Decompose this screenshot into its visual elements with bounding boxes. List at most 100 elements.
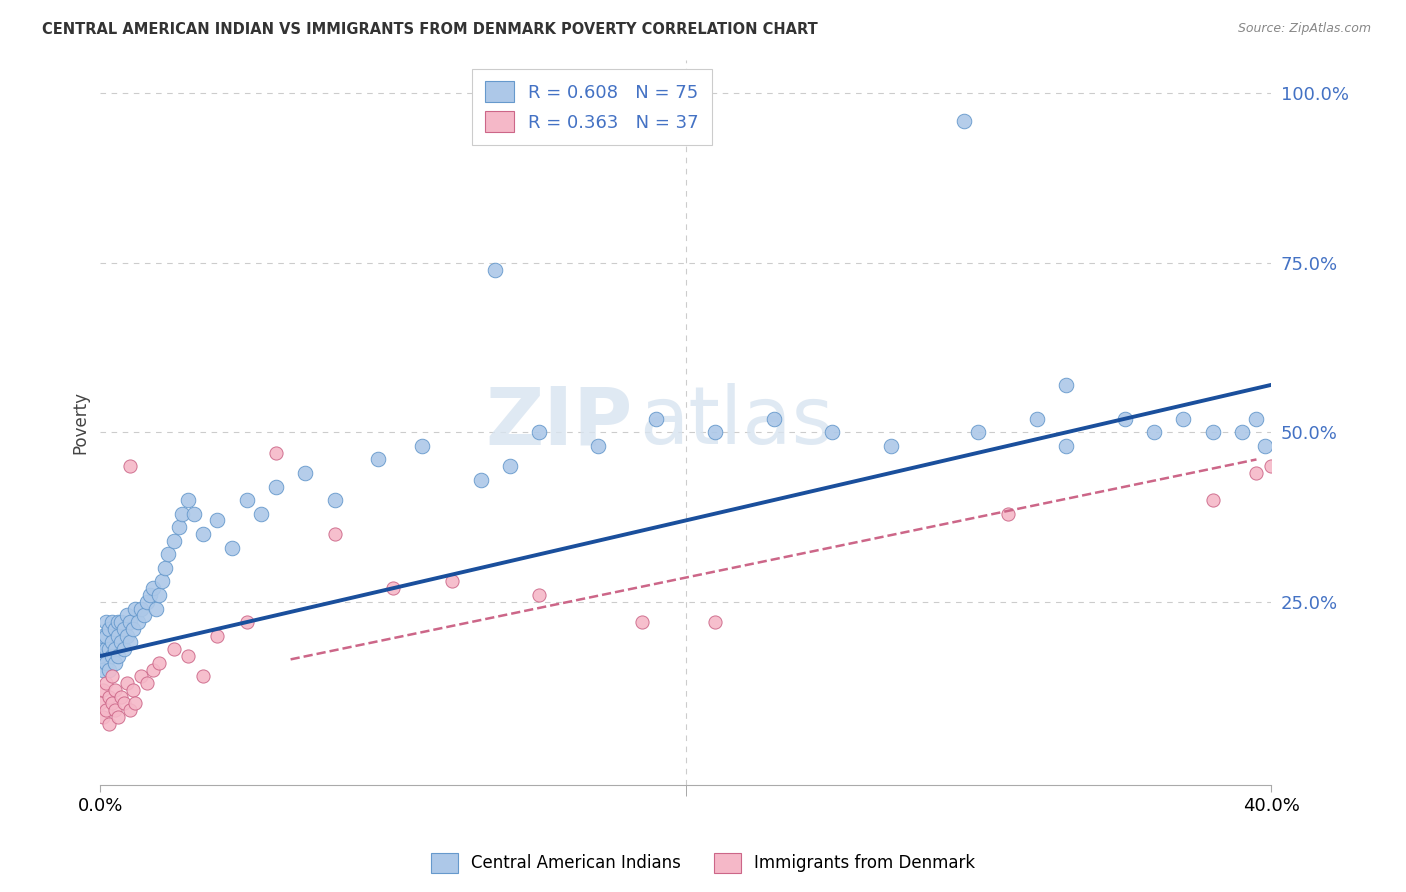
Point xyxy=(183,507,205,521)
Point xyxy=(107,629,129,643)
Point xyxy=(136,595,159,609)
Point xyxy=(952,113,974,128)
Point xyxy=(704,425,727,440)
Point xyxy=(112,642,135,657)
Point xyxy=(104,642,127,657)
Point xyxy=(96,703,118,717)
Point xyxy=(250,507,273,521)
Point xyxy=(191,527,214,541)
Point xyxy=(207,513,229,527)
Point xyxy=(172,507,194,521)
Point xyxy=(91,682,114,697)
Point xyxy=(131,669,153,683)
Point xyxy=(879,439,901,453)
Point xyxy=(101,669,124,683)
Point xyxy=(112,697,135,711)
Point xyxy=(150,574,173,589)
Point xyxy=(89,697,111,711)
Point xyxy=(98,716,121,731)
Point xyxy=(1230,425,1253,440)
Point xyxy=(110,615,132,629)
Point xyxy=(156,547,179,561)
Point xyxy=(104,703,127,717)
Point xyxy=(124,697,146,711)
Legend: Central American Indians, Immigrants from Denmark: Central American Indians, Immigrants fro… xyxy=(425,847,981,880)
Point xyxy=(110,690,132,704)
Point xyxy=(997,507,1019,521)
Point xyxy=(207,629,229,643)
Point xyxy=(1254,439,1277,453)
Point xyxy=(1173,411,1195,425)
Point xyxy=(110,635,132,649)
Point xyxy=(529,425,551,440)
Point xyxy=(235,615,257,629)
Point xyxy=(118,615,141,629)
Point xyxy=(1201,493,1223,508)
Point xyxy=(139,588,162,602)
Point xyxy=(98,622,121,636)
Point xyxy=(115,676,138,690)
Legend: R = 0.608   N = 75, R = 0.363   N = 37: R = 0.608 N = 75, R = 0.363 N = 37 xyxy=(472,69,711,145)
Point xyxy=(98,663,121,677)
Point xyxy=(127,615,149,629)
Point xyxy=(169,520,191,534)
Point xyxy=(96,615,118,629)
Point xyxy=(118,459,141,474)
Point xyxy=(323,493,346,508)
Point xyxy=(1114,411,1136,425)
Point xyxy=(1246,466,1268,480)
Point xyxy=(235,493,257,508)
Point xyxy=(177,648,200,663)
Point xyxy=(112,622,135,636)
Point xyxy=(1201,425,1223,440)
Point xyxy=(101,648,124,663)
Point xyxy=(107,648,129,663)
Point xyxy=(148,588,170,602)
Point xyxy=(89,648,111,663)
Point xyxy=(142,581,165,595)
Point xyxy=(294,466,316,480)
Point xyxy=(1054,378,1077,392)
Point xyxy=(440,574,463,589)
Point xyxy=(142,663,165,677)
Point xyxy=(382,581,405,595)
Point xyxy=(1246,411,1268,425)
Point xyxy=(162,642,184,657)
Point xyxy=(264,479,287,493)
Point xyxy=(118,635,141,649)
Point xyxy=(101,615,124,629)
Point xyxy=(104,682,127,697)
Point xyxy=(96,656,118,670)
Text: CENTRAL AMERICAN INDIAN VS IMMIGRANTS FROM DENMARK POVERTY CORRELATION CHART: CENTRAL AMERICAN INDIAN VS IMMIGRANTS FR… xyxy=(42,22,818,37)
Point xyxy=(124,601,146,615)
Point xyxy=(145,601,167,615)
Point xyxy=(104,656,127,670)
Point xyxy=(98,690,121,704)
Point xyxy=(221,541,243,555)
Point xyxy=(96,676,118,690)
Point xyxy=(136,676,159,690)
Point xyxy=(134,608,156,623)
Point xyxy=(121,622,143,636)
Point xyxy=(411,439,433,453)
Point xyxy=(1054,439,1077,453)
Text: atlas: atlas xyxy=(638,384,834,461)
Point xyxy=(91,635,114,649)
Point xyxy=(98,642,121,657)
Point xyxy=(645,411,668,425)
Text: ZIP: ZIP xyxy=(486,384,633,461)
Text: Source: ZipAtlas.com: Source: ZipAtlas.com xyxy=(1237,22,1371,36)
Point xyxy=(529,588,551,602)
Point xyxy=(107,615,129,629)
Point xyxy=(821,425,844,440)
Point xyxy=(121,682,143,697)
Y-axis label: Poverty: Poverty xyxy=(72,391,89,454)
Point xyxy=(91,629,114,643)
Point xyxy=(131,601,153,615)
Point xyxy=(91,710,114,724)
Point xyxy=(107,710,129,724)
Point xyxy=(115,608,138,623)
Point xyxy=(101,697,124,711)
Point xyxy=(104,622,127,636)
Point xyxy=(96,642,118,657)
